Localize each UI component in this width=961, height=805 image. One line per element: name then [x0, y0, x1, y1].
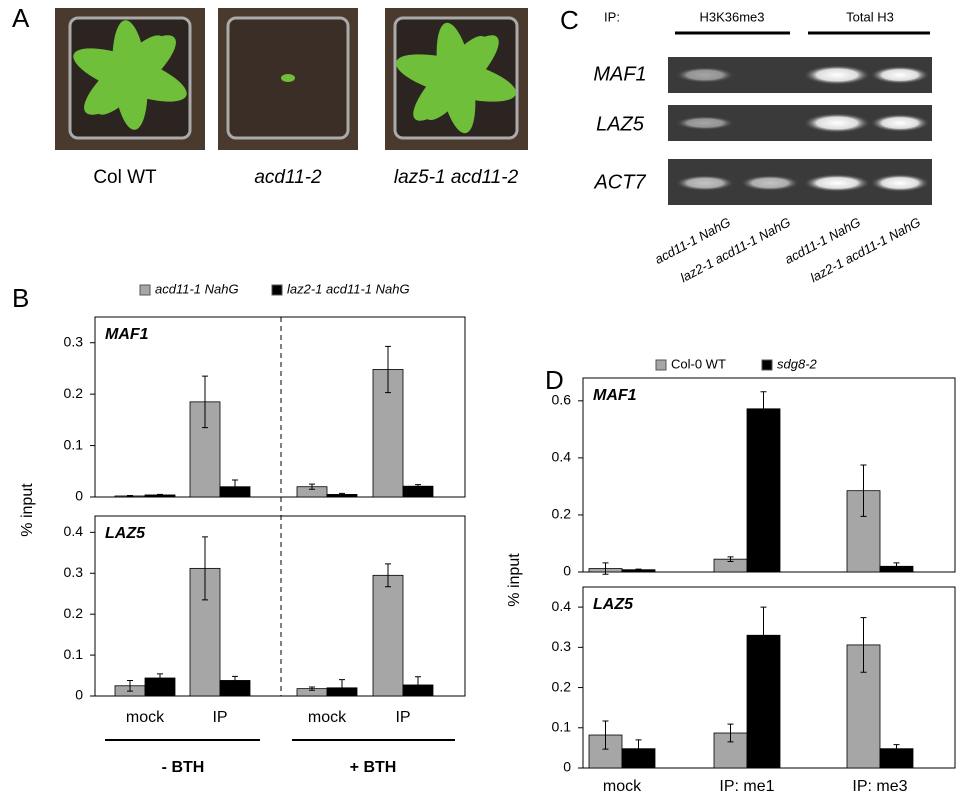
legend-swatch [139, 284, 151, 296]
error-bar [157, 673, 163, 683]
legend-swatch [655, 359, 667, 371]
panel-label: D [545, 365, 564, 395]
plot-frame [94, 316, 466, 498]
y-tick-label: 0.2 [552, 506, 572, 522]
y-tick-label: 0 [75, 687, 83, 703]
error-bar [893, 744, 900, 754]
y-tick-label: 0.6 [552, 392, 572, 408]
lane-label: laz2-1 acd11-1 NahG [678, 214, 793, 285]
gel [668, 57, 932, 205]
panel-label: A [12, 3, 30, 33]
y-tick-label: 0 [563, 759, 571, 775]
legend-label: laz2-1 acd11-1 NahG [287, 281, 410, 296]
x-tick-label: IP: me3 [852, 778, 907, 795]
group-label: - BTH [162, 759, 205, 776]
y-axis-label: % input [19, 483, 36, 537]
lane-label: laz2-1 acd11-1 NahG [808, 214, 923, 285]
row-label: MAF1 [593, 63, 646, 85]
y-tick-label: 0.2 [552, 678, 572, 694]
legend-swatch [761, 359, 773, 371]
y-tick-label: 0 [75, 488, 83, 504]
y-tick-label: 0.3 [552, 638, 572, 654]
error-bar [202, 375, 208, 429]
error-bar [602, 720, 609, 750]
panel-title: MAF1 [593, 387, 637, 404]
legend-label: acd11-1 NahG [155, 281, 239, 296]
y-axis-label: % input [506, 553, 523, 607]
panel-title: LAZ5 [593, 596, 634, 613]
y-tick-label: 0.1 [64, 646, 84, 662]
bar [746, 408, 781, 573]
error-bar [127, 679, 133, 692]
error-bar [415, 676, 421, 694]
y-tick-label: 0.3 [64, 333, 84, 349]
error-bar [760, 606, 767, 664]
group-label: + BTH [350, 759, 397, 776]
photos [55, 8, 528, 150]
error-bar [385, 345, 391, 394]
plot-frame [94, 515, 466, 697]
legend-swatch [271, 284, 283, 296]
x-tick-label: mock [603, 778, 642, 795]
y-tick-label: 0.3 [64, 564, 84, 580]
error-bar [635, 739, 642, 759]
panel-title: MAF1 [105, 326, 149, 343]
panel-title: LAZ5 [105, 525, 146, 542]
x-tick-label: IP: me1 [719, 778, 774, 795]
ip-label: IP: [604, 9, 620, 24]
y-tick-label: 0.4 [552, 449, 572, 465]
error-bar [602, 562, 609, 575]
error-bar [232, 479, 238, 494]
bar [372, 574, 404, 697]
x-tick-label: IP [212, 709, 227, 726]
row-label: ACT7 [593, 171, 646, 193]
error-bar [127, 494, 133, 497]
group-label: H3K36me3 [699, 9, 764, 24]
error-bar [157, 493, 163, 496]
x-tick-label: mock [308, 709, 347, 726]
error-bar [232, 675, 238, 686]
error-bar [893, 562, 900, 571]
x-tick-label: IP [395, 709, 410, 726]
y-tick-label: 0.4 [64, 523, 84, 539]
error-bar [415, 484, 421, 489]
error-bar [309, 483, 315, 490]
group-label: Total H3 [846, 9, 894, 24]
y-tick-label: 0.1 [64, 436, 84, 452]
error-bar [860, 617, 867, 673]
y-tick-label: 0.1 [552, 718, 572, 734]
error-bar [339, 679, 345, 697]
error-bar [727, 723, 734, 743]
legend-label: Col-0 WT [671, 356, 726, 371]
panel-label: C [560, 5, 579, 35]
error-bar [727, 556, 734, 562]
caption: Col WT [93, 167, 157, 188]
legend-label: sdg8-2 [777, 356, 818, 371]
error-bar [385, 563, 391, 588]
row-label: LAZ5 [596, 113, 645, 135]
caption: laz5-1 acd11-2 [394, 167, 519, 188]
error-bar [309, 686, 315, 691]
error-bar [202, 536, 208, 601]
error-bar [339, 492, 345, 496]
y-tick-label: 0.4 [552, 598, 572, 614]
x-tick-label: mock [126, 709, 165, 726]
error-bar [860, 464, 867, 517]
y-tick-label: 0.2 [64, 605, 84, 621]
caption: acd11-2 [254, 167, 322, 188]
error-bar [760, 391, 767, 427]
y-tick-label: 0 [563, 563, 571, 579]
error-bar [635, 568, 642, 571]
panel-label: B [12, 283, 29, 313]
y-tick-label: 0.2 [64, 385, 84, 401]
